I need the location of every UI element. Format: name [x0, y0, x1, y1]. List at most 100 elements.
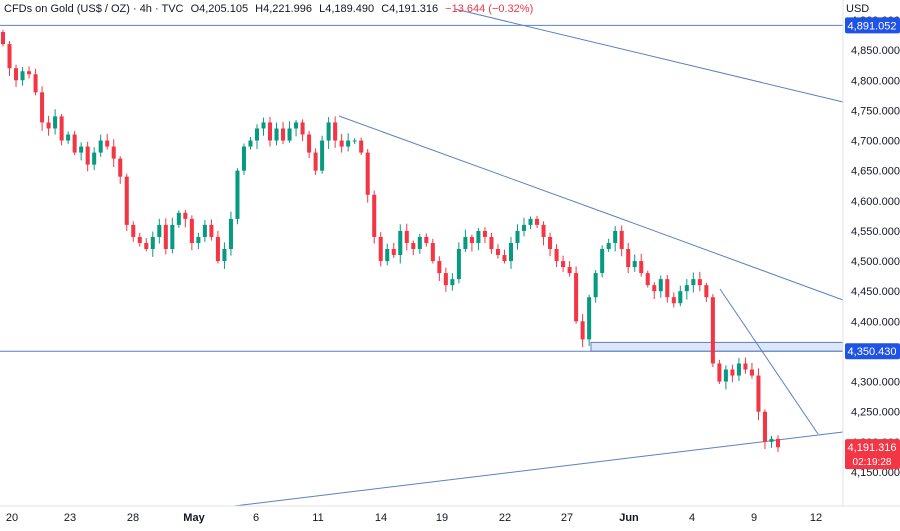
candle-body — [72, 134, 77, 153]
candle-body — [144, 242, 149, 249]
candle-body — [587, 297, 592, 340]
candle-body — [261, 122, 266, 129]
candle-body — [691, 279, 696, 286]
candle-body — [33, 74, 38, 93]
trendline[interactable] — [719, 288, 819, 435]
candle-body — [118, 158, 123, 177]
time-axis: 20 23 28 May 6 11 14 19 22 27 Jun 4 9 12 — [0, 505, 900, 524]
candle-body — [743, 363, 748, 370]
candle-body — [437, 261, 442, 274]
candle-body — [105, 140, 110, 147]
candle-body — [189, 218, 194, 243]
candle-body — [775, 438, 781, 448]
candle-body — [645, 273, 650, 286]
trendlines — [233, 8, 844, 507]
candle-body — [254, 128, 260, 141]
candle-body — [215, 236, 220, 262]
candle-body — [756, 375, 761, 412]
time-tick-label: 20 — [6, 512, 18, 524]
time-tick-label: 22 — [499, 512, 511, 524]
candle-body — [222, 249, 227, 262]
trendline[interactable] — [338, 115, 623, 220]
price-tick-label: 4,150.000 — [851, 467, 900, 479]
last-price-label-bg — [845, 439, 900, 470]
candle-body — [98, 140, 103, 153]
price-tick-label: 4,550.000 — [851, 226, 900, 238]
time-tick-label: 9 — [751, 512, 757, 524]
time-tick-label: 27 — [561, 512, 573, 524]
candle-body — [736, 363, 741, 376]
candle-body — [456, 249, 461, 280]
time-tick-label: 11 — [312, 512, 323, 524]
candle-body — [769, 438, 774, 442]
trendline[interactable] — [454, 8, 844, 103]
support-zone-rect[interactable] — [590, 341, 844, 352]
candle-body — [131, 224, 136, 237]
price-tick-label: 4,700.000 — [851, 136, 900, 148]
candle-body — [678, 291, 683, 304]
price-tick-label: 4,800.000 — [851, 75, 900, 87]
candle-body — [398, 230, 403, 256]
candle-body — [574, 273, 579, 322]
candle-body — [294, 122, 299, 129]
candle-body — [567, 267, 572, 274]
candle-body — [176, 212, 181, 225]
currency-label[interactable]: USD — [846, 3, 870, 15]
candle-body — [53, 116, 58, 129]
candle-body — [228, 218, 233, 249]
candle-body — [372, 194, 377, 237]
symbol-title[interactable]: CFDs on Gold (US$ / OZ) · 4h · TVC — [4, 3, 184, 15]
close-value: C4,191.316 — [381, 3, 439, 15]
candle-body — [111, 146, 116, 159]
candle-body — [326, 122, 331, 141]
candle-body — [170, 224, 175, 249]
price-tick-label: 4,650.000 — [851, 166, 900, 178]
trendline[interactable] — [621, 218, 844, 301]
candle-body — [548, 236, 553, 249]
candle-body — [365, 152, 370, 195]
candle-body — [359, 140, 364, 153]
high-value: H4,221.996 — [255, 3, 313, 15]
last-price-label: 4,191.316 — [848, 442, 897, 454]
candle-body — [150, 236, 155, 249]
candle-body — [671, 297, 676, 304]
time-tick-label: 6 — [253, 512, 259, 524]
candle-body — [593, 273, 598, 298]
bar-countdown-label: 02:19:28 — [853, 457, 892, 468]
trendline[interactable] — [233, 431, 844, 507]
candle-body — [652, 285, 657, 292]
candle-body — [730, 369, 735, 376]
time-tick-label: 23 — [64, 512, 76, 524]
candle-body — [281, 128, 286, 141]
candle-body — [697, 279, 702, 286]
candle-body — [287, 128, 292, 141]
candle-body — [196, 236, 201, 243]
candle-body — [307, 134, 312, 153]
time-tick-label: 4 — [689, 512, 695, 524]
candle-body — [502, 255, 507, 262]
candle-body — [613, 230, 618, 243]
candle-body — [482, 230, 487, 237]
candle-body — [14, 68, 19, 81]
candle-body — [508, 242, 514, 262]
support-zone — [590, 341, 844, 352]
level-price-label: 4,891.052 — [848, 20, 897, 32]
candle-body — [333, 122, 338, 141]
candle-body — [40, 92, 45, 123]
candle-body — [723, 369, 728, 382]
candle-body — [541, 224, 546, 237]
candle-body — [66, 134, 71, 141]
candle-body — [710, 297, 715, 364]
price-tick-label: 4,500.000 — [851, 256, 900, 268]
candle-body — [704, 285, 709, 298]
price-tick-label: 4,850.000 — [851, 45, 900, 57]
candle-body — [46, 122, 51, 129]
candle-body — [606, 242, 611, 249]
candle-body — [79, 146, 84, 153]
candle-body — [320, 140, 325, 171]
candle-body — [235, 170, 240, 219]
candle-body — [137, 236, 142, 243]
candle-body — [430, 242, 435, 262]
